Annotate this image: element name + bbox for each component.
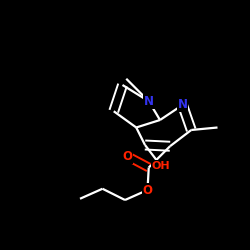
Text: OH: OH xyxy=(152,161,171,171)
Text: O: O xyxy=(122,150,132,163)
Text: O: O xyxy=(142,184,152,196)
Text: N: N xyxy=(178,98,188,112)
Text: N: N xyxy=(144,95,154,108)
